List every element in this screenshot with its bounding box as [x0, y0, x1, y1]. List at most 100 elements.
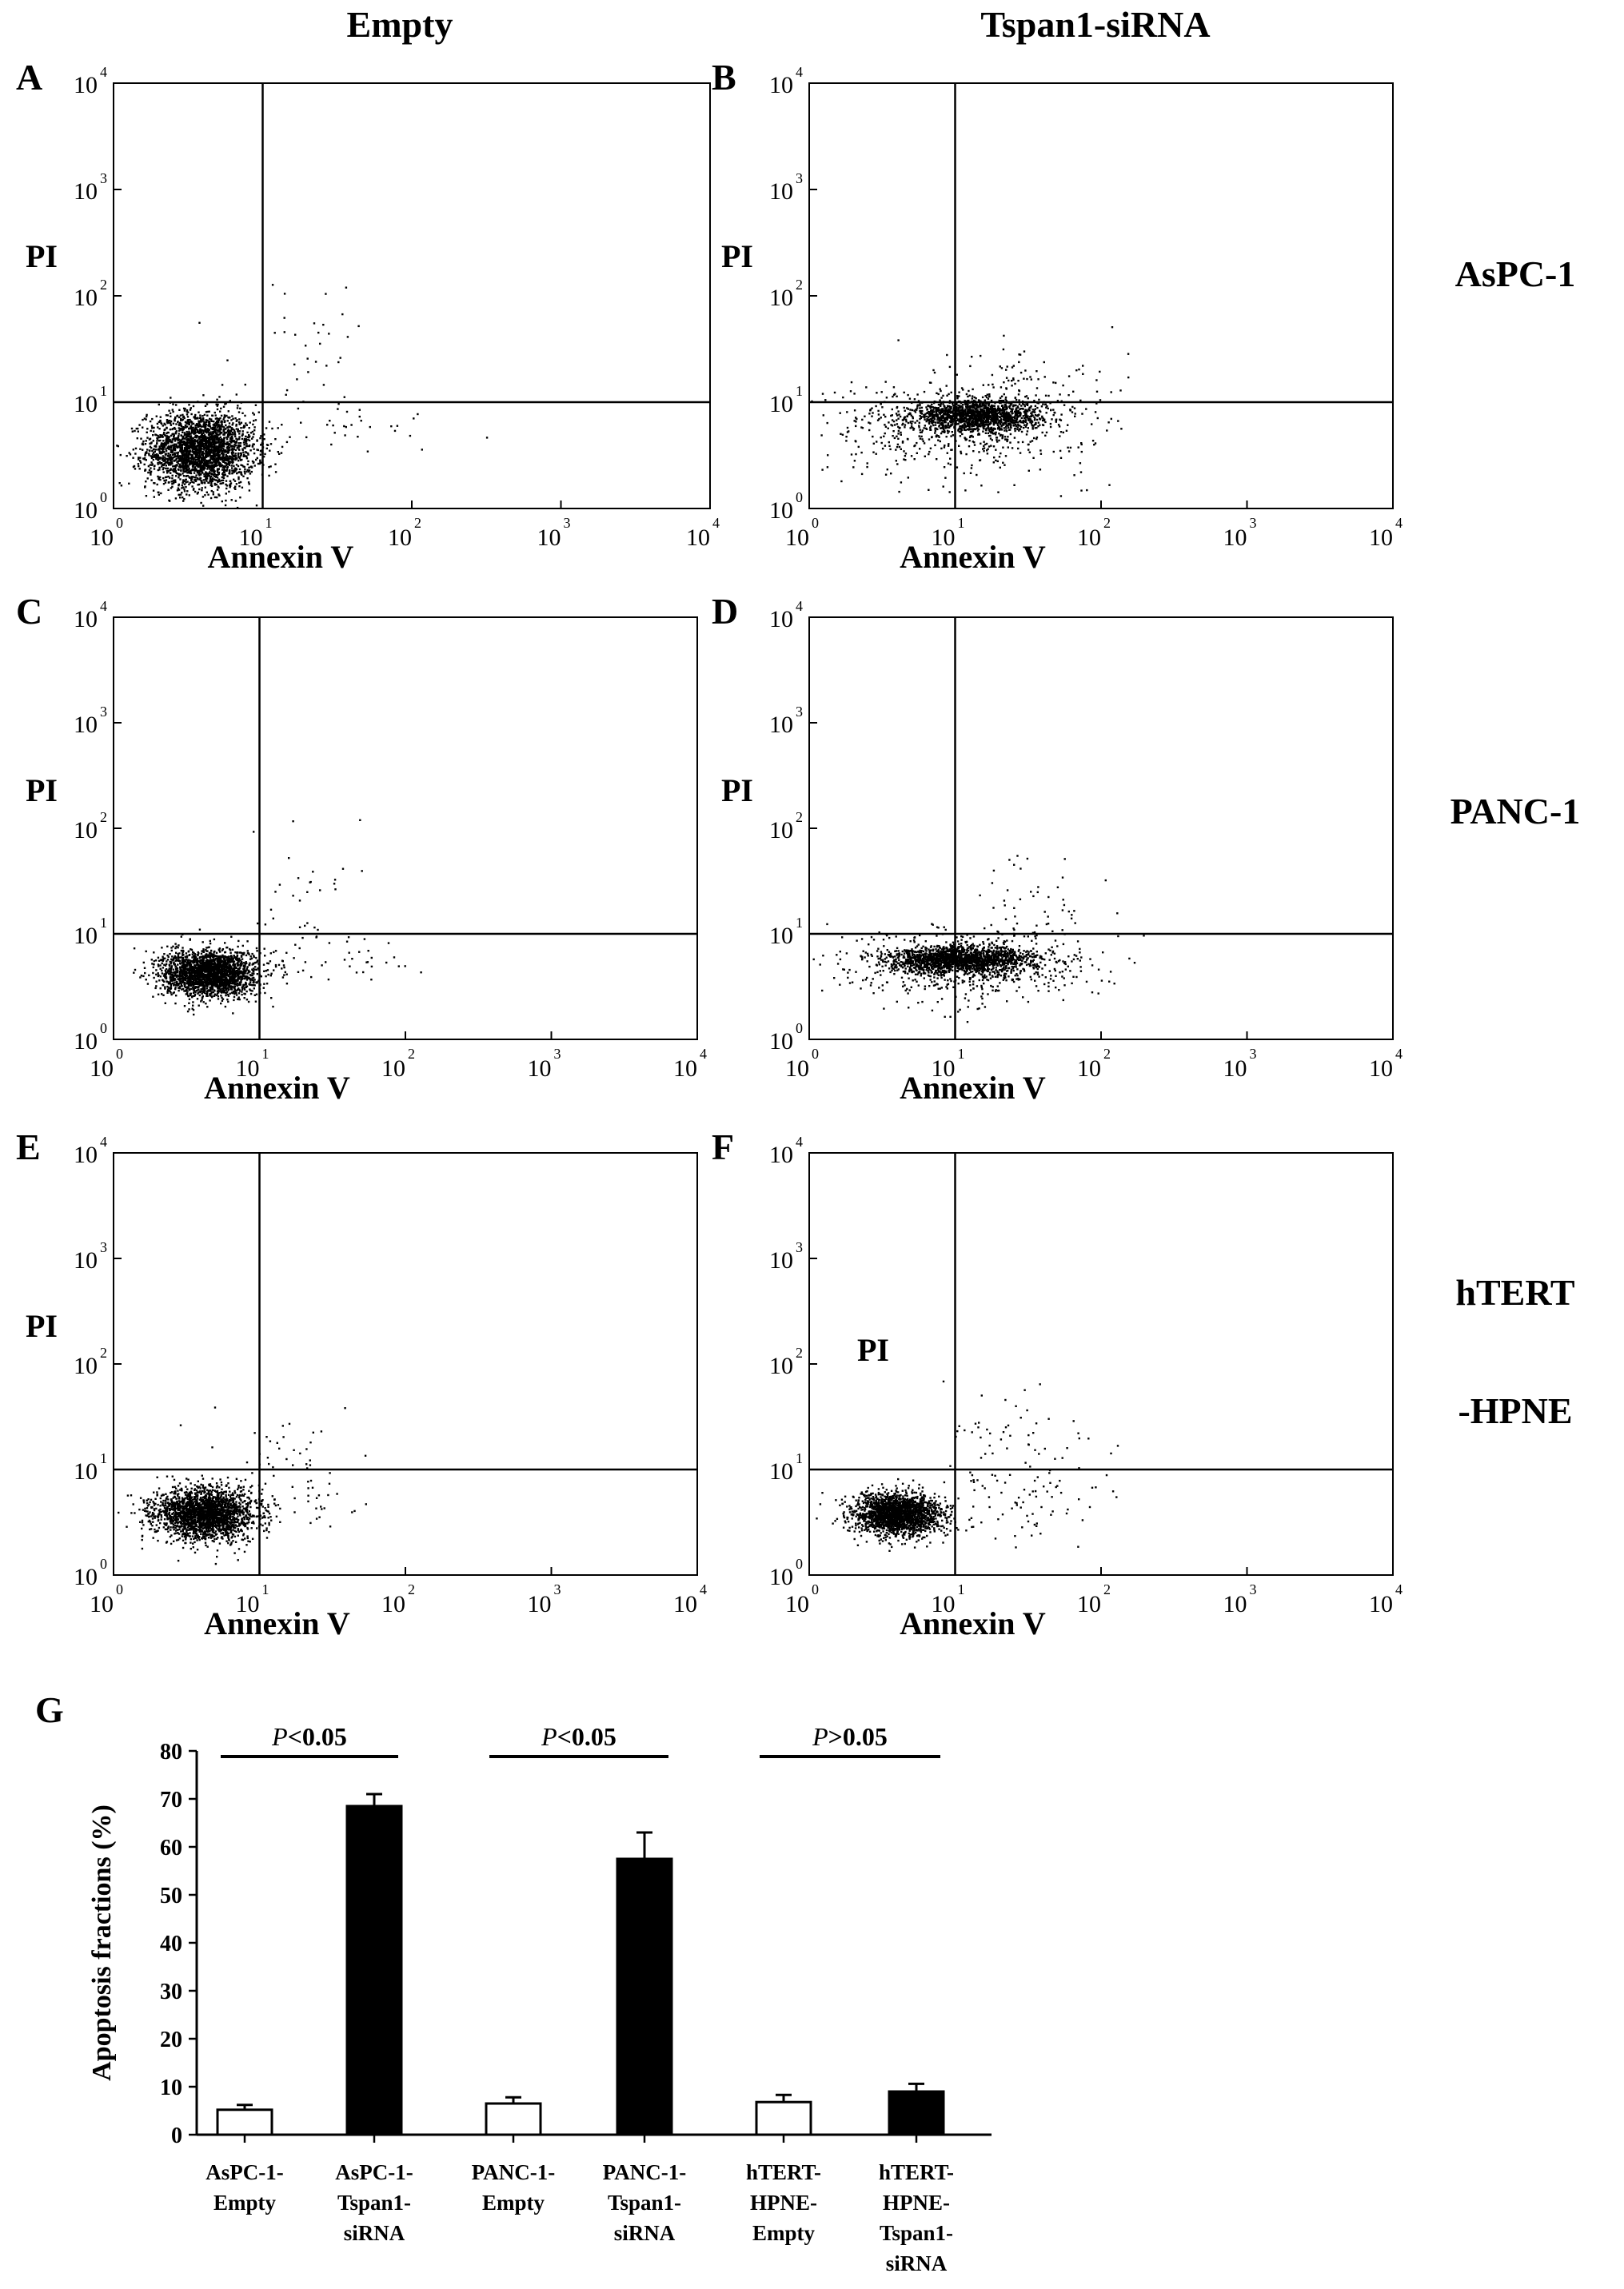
data-point — [1029, 441, 1031, 443]
data-point — [196, 434, 198, 437]
data-point — [215, 476, 217, 478]
data-point — [183, 437, 186, 440]
data-point — [143, 458, 146, 461]
data-point — [142, 449, 144, 451]
data-point — [198, 420, 200, 422]
data-point — [947, 424, 949, 427]
data-point — [969, 418, 972, 421]
data-point — [252, 461, 255, 465]
data-point — [968, 394, 971, 397]
data-point — [246, 477, 249, 480]
data-point — [192, 451, 194, 453]
data-point — [185, 478, 187, 481]
data-point — [930, 425, 932, 428]
data-point — [182, 496, 184, 499]
data-point — [986, 411, 988, 413]
data-point — [196, 458, 198, 461]
data-point — [987, 448, 989, 450]
data-point — [237, 983, 241, 987]
data-point — [246, 469, 249, 472]
data-point — [946, 410, 948, 413]
data-point — [199, 456, 202, 459]
data-point — [161, 448, 164, 450]
data-point — [854, 440, 856, 442]
data-point — [1018, 353, 1020, 356]
data-point — [936, 415, 939, 417]
data-point — [237, 460, 240, 462]
data-point — [1037, 378, 1039, 381]
data-point — [202, 445, 204, 448]
data-point — [1079, 399, 1082, 402]
data-point — [214, 465, 217, 468]
data-point — [980, 423, 983, 425]
data-point — [951, 431, 953, 433]
data-point — [198, 432, 201, 434]
data-point — [300, 421, 302, 424]
data-point — [892, 386, 896, 389]
data-point — [158, 461, 161, 463]
data-point — [255, 947, 258, 950]
data-point — [217, 471, 219, 473]
data-point — [925, 428, 928, 430]
data-point — [971, 420, 973, 422]
data-point — [158, 477, 160, 479]
data-point — [192, 489, 195, 491]
data-point — [934, 424, 937, 426]
data-point — [166, 467, 169, 470]
data-point — [202, 445, 205, 447]
data-point — [162, 455, 165, 457]
data-point — [218, 494, 221, 496]
data-point — [222, 405, 225, 408]
data-point — [213, 431, 216, 433]
data-point — [224, 415, 226, 418]
data-point — [182, 438, 184, 441]
data-point — [158, 445, 161, 448]
x-tick-label: 10 — [1077, 524, 1101, 551]
data-point — [174, 471, 178, 473]
data-point — [205, 441, 209, 444]
data-point — [220, 482, 223, 485]
data-point — [1027, 397, 1029, 400]
data-point — [924, 418, 926, 421]
data-point — [225, 480, 228, 482]
data-point — [193, 457, 195, 460]
data-point — [199, 420, 202, 422]
data-point — [1002, 424, 1005, 426]
data-point — [259, 453, 261, 456]
data-point — [196, 445, 198, 447]
data-point — [1020, 417, 1023, 419]
data-point — [924, 427, 928, 430]
data-point — [242, 962, 245, 964]
data-point — [1017, 441, 1019, 444]
data-point — [190, 450, 192, 453]
data-point — [157, 459, 159, 461]
data-point — [1110, 391, 1112, 393]
data-point — [274, 471, 277, 473]
data-point — [158, 476, 162, 479]
data-point — [906, 407, 908, 409]
data-point — [226, 452, 229, 454]
data-point — [215, 442, 217, 445]
data-point — [995, 417, 998, 421]
data-point — [251, 979, 254, 982]
data-point — [1008, 426, 1010, 429]
data-point — [183, 488, 186, 491]
data-point — [253, 443, 255, 445]
data-point — [931, 436, 933, 439]
data-point — [973, 399, 976, 402]
data-point — [172, 410, 174, 413]
data-point — [241, 434, 243, 437]
data-point — [968, 429, 971, 431]
data-point — [164, 964, 167, 967]
data-point — [170, 445, 173, 447]
data-point — [207, 465, 209, 467]
data-point — [175, 452, 178, 454]
data-point — [145, 481, 147, 483]
data-point — [157, 426, 159, 429]
data-point — [972, 436, 974, 438]
data-point — [1000, 395, 1004, 397]
data-point — [892, 430, 895, 433]
data-point — [996, 439, 998, 441]
data-point — [235, 483, 238, 485]
